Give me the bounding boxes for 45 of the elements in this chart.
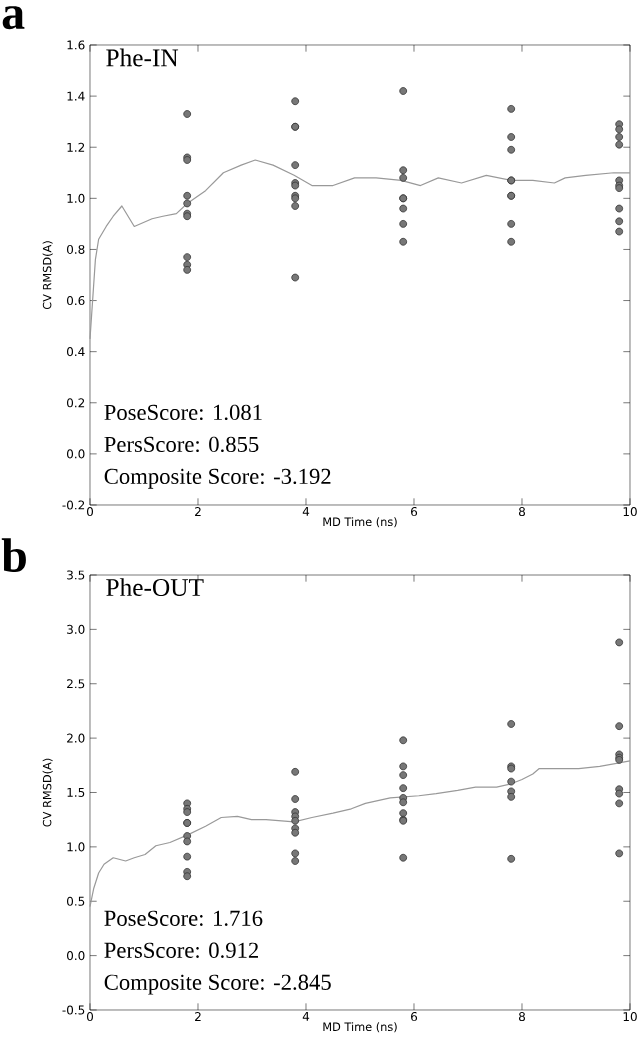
y-tick-label: 0.8 [67, 244, 85, 254]
y-tick-label: -0.2 [62, 500, 85, 510]
y-tick-label: -0.5 [62, 1005, 85, 1015]
y-tick-label: 0.6 [67, 296, 85, 306]
y-tick-label: 1.0 [67, 842, 85, 852]
x-tick-label: 4 [302, 507, 310, 516]
y-tick-label: 3.5 [67, 570, 85, 580]
text: b [1, 538, 26, 573]
text: a [2, 6, 25, 30]
x-tick-label: 6 [411, 1012, 418, 1022]
annotation: PoseScore: 1.716 [104, 910, 263, 926]
x-tick-label: 0 [86, 507, 94, 517]
x-axis-title: MD Time (ns) [323, 1022, 397, 1033]
y-tick-label: 2.5 [67, 679, 85, 689]
y-tick-label: 1.2 [67, 142, 85, 152]
chart-title: Phe-IN [106, 48, 179, 67]
x-tick-label: 10 [623, 507, 637, 517]
chart-title: Phe-OUT [106, 578, 204, 597]
x-tick-label: 0 [86, 1012, 94, 1022]
x-tick-label: 4 [302, 1012, 310, 1021]
y-tick-label: 1.0 [67, 193, 85, 203]
y-axis-title: CV RMSD(A) [42, 758, 53, 827]
x-tick-label: 2 [195, 1012, 201, 1021]
y-tick-label: 0.0 [67, 951, 85, 961]
y-tick-label: 0.0 [67, 449, 85, 459]
y-tick-label: 2.0 [67, 733, 85, 743]
x-axis-title: MD Time (ns) [323, 517, 397, 528]
annotation: PersScore: 0.855 [104, 436, 259, 453]
x-tick-label: 8 [518, 1012, 525, 1022]
x-tick-label: 8 [518, 507, 525, 517]
y-tick-label: 3.0 [67, 624, 85, 634]
annotation: Composite Score: -2.845 [104, 974, 331, 995]
y-tick-label: 1.6 [67, 40, 85, 50]
y-tick-label: 0.5 [67, 896, 85, 906]
y-tick-label: 0.2 [67, 398, 85, 408]
x-tick-label: 6 [411, 507, 418, 517]
annotation: PoseScore: 1.081 [104, 404, 262, 421]
annotation: Composite Score: -3.192 [104, 468, 331, 489]
y-tick-label: 0.4 [67, 347, 85, 357]
y-tick-label: 1.4 [67, 91, 85, 101]
annotation: PersScore: 0.912 [104, 942, 258, 958]
x-tick-label: 10 [623, 1012, 637, 1022]
y-tick-label: 1.5 [67, 788, 85, 797]
y-axis-title: CV RMSD(A) [42, 241, 53, 310]
x-tick-label: 2 [195, 507, 201, 516]
